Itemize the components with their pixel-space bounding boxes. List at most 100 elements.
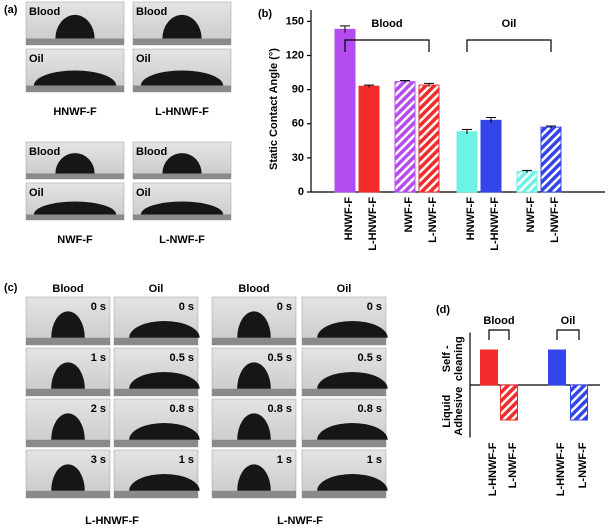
time-label: 1 s xyxy=(277,454,292,466)
time-label: 0.5 s xyxy=(268,352,292,364)
time-label: 1 s xyxy=(179,454,194,466)
group-label: Oil xyxy=(561,315,576,327)
droplet xyxy=(237,311,271,338)
bar xyxy=(500,384,518,421)
x-tick-label: L-HNWF-F xyxy=(487,442,499,496)
bar xyxy=(516,171,538,193)
substrate xyxy=(114,388,198,396)
droplet xyxy=(317,372,388,389)
droplet xyxy=(317,321,388,338)
y-tick-label: 60 xyxy=(292,118,304,130)
x-tick-label: L-HNWF-F xyxy=(489,197,501,251)
group-bracket xyxy=(488,329,510,340)
bar xyxy=(334,28,356,193)
droplet xyxy=(129,423,200,440)
substrate xyxy=(114,439,198,447)
x-tick-label: NWF-F xyxy=(403,197,415,233)
group-bracket xyxy=(344,39,430,52)
substrate xyxy=(302,490,386,498)
bar xyxy=(358,85,380,193)
substrate xyxy=(114,490,198,498)
y-tick-label: 120 xyxy=(286,49,304,61)
droplet xyxy=(51,311,85,338)
x-tick-label: HNWF-F xyxy=(465,197,477,241)
substrate xyxy=(212,388,296,396)
liquid-label: Blood xyxy=(136,6,167,18)
droplet xyxy=(237,362,271,389)
x-tick-label: L-HNWF-F xyxy=(555,442,567,496)
group-bracket xyxy=(556,329,580,340)
substrate xyxy=(26,337,110,345)
sample-name: L-HNWF-F xyxy=(155,106,209,118)
group-bracket xyxy=(466,39,552,52)
droplet xyxy=(55,153,95,174)
time-label: 1 s xyxy=(91,352,106,364)
x-tick-label: L-NWF-F xyxy=(549,197,561,243)
y-tick-label: 30 xyxy=(292,152,304,164)
bar xyxy=(570,384,588,421)
time-label: 0.5 s xyxy=(358,352,382,364)
droplet xyxy=(317,423,388,440)
substrate xyxy=(133,38,231,45)
panel-label: (a) xyxy=(4,4,18,16)
substrate xyxy=(302,388,386,396)
column-header: Oil xyxy=(149,283,164,295)
substrate xyxy=(302,439,386,447)
bar xyxy=(480,119,502,193)
liquid-label: Blood xyxy=(29,6,60,18)
y-axis-label: Static Contact Angle (°) xyxy=(268,48,280,170)
droplet xyxy=(162,14,202,39)
group-caption: L-HNWF-F xyxy=(85,515,139,527)
liquid-label: Oil xyxy=(136,187,151,199)
droplet xyxy=(51,464,85,491)
x-tick-label: L-HNWF-F xyxy=(367,197,379,251)
group-label: Oil xyxy=(502,18,517,30)
sample-name: L-NWF-F xyxy=(159,234,205,246)
substrate xyxy=(26,439,110,447)
substrate xyxy=(133,214,231,220)
droplet xyxy=(55,14,95,39)
droplet xyxy=(237,413,271,440)
time-label: 0.5 s xyxy=(170,352,194,364)
droplet xyxy=(140,201,224,215)
droplet xyxy=(317,474,388,491)
bar xyxy=(548,349,566,386)
y-tick-label: 0 xyxy=(298,186,304,198)
time-label: 3 s xyxy=(91,454,106,466)
liquid-label: Oil xyxy=(29,187,44,199)
time-label: 2 s xyxy=(91,403,106,415)
sample-name: HNWF-F xyxy=(53,106,97,118)
time-label: 0.8 s xyxy=(170,403,194,415)
substrate xyxy=(26,490,110,498)
droplet xyxy=(51,413,85,440)
y-tick-label: 90 xyxy=(292,84,304,96)
bar xyxy=(418,84,440,193)
panel-label: (c) xyxy=(4,282,18,294)
time-label: 0.8 s xyxy=(358,403,382,415)
time-label: 0 s xyxy=(277,301,292,313)
x-tick-label: HNWF-F xyxy=(343,197,355,241)
substrate xyxy=(212,439,296,447)
y-axis-label: cleaning xyxy=(453,336,465,381)
substrate xyxy=(26,173,124,179)
bar xyxy=(456,131,478,193)
substrate xyxy=(212,490,296,498)
droplet xyxy=(162,153,202,174)
panel-label: (b) xyxy=(258,8,272,20)
droplet xyxy=(129,321,200,338)
droplet xyxy=(51,362,85,389)
y-axis-label: Adhesive xyxy=(453,387,465,436)
column-header: Oil xyxy=(337,283,352,295)
droplet xyxy=(129,474,200,491)
time-label: 0 s xyxy=(91,301,106,313)
liquid-label: Oil xyxy=(136,53,151,65)
x-tick-label: L-NWF-F xyxy=(427,197,439,243)
droplet xyxy=(33,201,117,215)
time-label: 1 s xyxy=(367,454,382,466)
substrate xyxy=(133,173,231,179)
liquid-label: Oil xyxy=(29,53,44,65)
substrate xyxy=(302,337,386,345)
group-label: Blood xyxy=(371,18,402,30)
liquid-label: Blood xyxy=(29,146,60,158)
